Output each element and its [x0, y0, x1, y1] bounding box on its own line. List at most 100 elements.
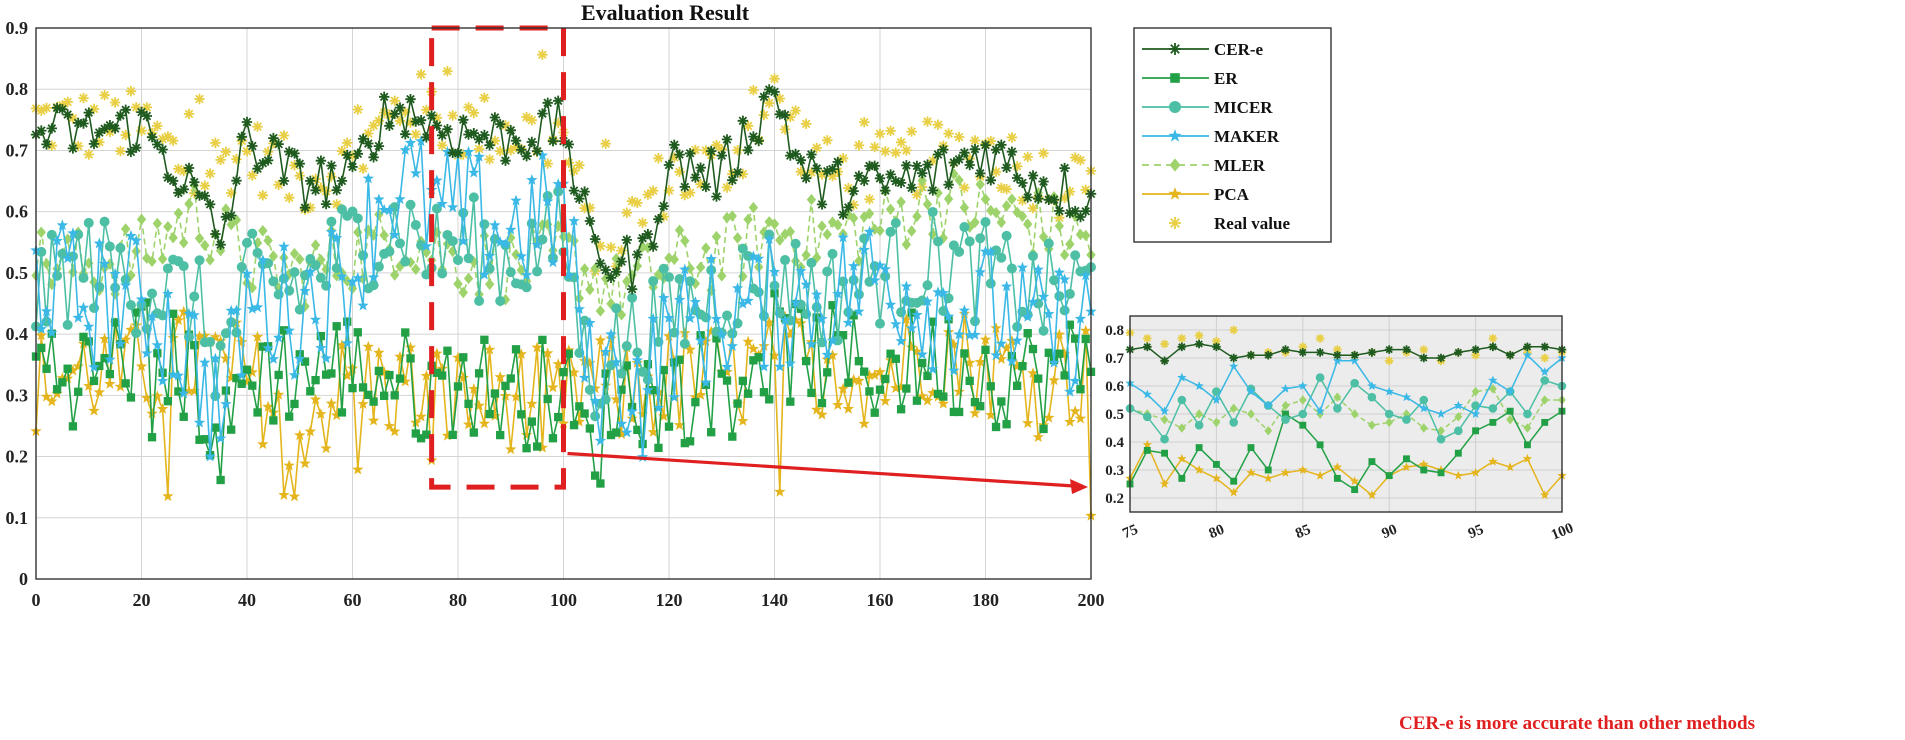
- data-point-er: [416, 434, 426, 443]
- data-point-real-value: [1471, 350, 1480, 360]
- data-point-er: [738, 376, 748, 385]
- data-point-pca: [278, 489, 290, 500]
- data-point-real-value: [684, 187, 696, 198]
- data-point-mler: [743, 213, 753, 226]
- data-point-cer-e: [616, 256, 627, 267]
- data-point-maker: [494, 236, 506, 247]
- data-point-micer: [980, 216, 991, 227]
- data-point-mler: [136, 213, 147, 226]
- data-point-micer: [358, 250, 369, 261]
- data-point-mler: [463, 272, 474, 285]
- data-point-maker: [948, 364, 960, 376]
- data-point-pca: [858, 417, 870, 429]
- data-point-pca: [93, 386, 105, 398]
- data-point-cer-e: [194, 190, 205, 201]
- data-point-mler: [901, 238, 912, 251]
- data-point-mler: [717, 270, 727, 282]
- data-point-maker: [542, 195, 554, 207]
- data-point-micer: [669, 327, 680, 338]
- data-point-real-value: [695, 179, 706, 190]
- data-point-pca: [167, 332, 179, 343]
- data-point-micer: [938, 306, 949, 317]
- data-point-mler: [1075, 228, 1086, 241]
- data-point-er: [659, 365, 668, 375]
- y-tick-label: 0: [19, 569, 28, 589]
- data-point-maker: [1016, 261, 1029, 273]
- data-point-er: [411, 429, 420, 438]
- data-point-micer: [616, 368, 627, 379]
- data-point-pca: [969, 407, 981, 419]
- data-point-er: [237, 379, 246, 388]
- data-point-real-value: [394, 115, 406, 126]
- data-point-pca: [1032, 431, 1044, 442]
- data-point-er: [543, 394, 552, 404]
- data-point-pca: [763, 316, 775, 328]
- data-point-er: [1044, 348, 1053, 357]
- data-point-cer-e: [526, 136, 537, 148]
- data-point-maker: [1384, 386, 1394, 396]
- data-point-cer-e: [257, 158, 268, 169]
- data-point-maker: [146, 310, 158, 322]
- data-point-mler: [321, 263, 331, 276]
- data-point-real-value: [342, 137, 353, 149]
- data-point-mler: [310, 239, 321, 251]
- data-point-er: [559, 368, 568, 377]
- data-point-pca: [125, 323, 137, 335]
- data-point-mler: [991, 206, 1001, 219]
- data-point-micer: [521, 282, 532, 293]
- data-point-pca: [742, 335, 754, 347]
- data-point-maker: [621, 426, 633, 438]
- data-point-maker: [346, 276, 359, 287]
- data-point-real-value: [284, 192, 295, 203]
- annotation-text: CER-e is more accurate than other method…: [1399, 713, 1755, 734]
- data-point-maker: [842, 316, 854, 328]
- data-point-mler: [769, 218, 780, 230]
- data-point-real-value: [568, 165, 580, 176]
- data-point-cer-e: [252, 163, 263, 174]
- data-point-maker: [162, 287, 174, 299]
- data-point-real-value: [837, 153, 849, 164]
- data-point-micer: [242, 237, 252, 248]
- data-point-er: [1316, 441, 1324, 449]
- data-point-maker: [241, 267, 253, 279]
- data-point-cer-e: [1540, 342, 1549, 352]
- data-point-mler: [875, 224, 885, 237]
- data-point-cer-e: [1246, 350, 1256, 360]
- data-point-er: [63, 364, 72, 373]
- data-point-pca: [1168, 187, 1182, 200]
- data-point-er: [680, 438, 689, 448]
- legend-label: MLER: [1214, 156, 1266, 175]
- data-point-er: [633, 425, 642, 435]
- data-point-cer-e: [589, 234, 601, 245]
- data-point-micer: [1142, 412, 1152, 422]
- data-point-er: [100, 354, 109, 363]
- y-tick-label: 0.7: [6, 140, 29, 160]
- data-point-cer-e: [373, 140, 385, 152]
- data-point-er: [327, 369, 336, 378]
- data-point-er: [976, 402, 985, 411]
- data-point-real-value: [109, 97, 121, 108]
- data-point-real-value: [653, 153, 664, 164]
- data-point-real-value: [537, 49, 548, 60]
- data-point-real-value: [811, 142, 822, 153]
- data-point-pca: [1022, 417, 1034, 428]
- data-point-maker: [658, 292, 670, 303]
- data-point-maker: [536, 149, 549, 161]
- data-point-maker: [436, 198, 448, 209]
- data-point-pca: [510, 390, 522, 402]
- data-point-pca: [589, 382, 601, 394]
- data-point-cer-e: [442, 124, 453, 135]
- data-point-pca: [626, 412, 638, 424]
- data-point-cer-e: [853, 170, 865, 181]
- data-point-er: [1368, 458, 1376, 466]
- data-point-pca: [610, 393, 622, 405]
- inset-y-tick-label: 0.5: [1105, 407, 1124, 423]
- data-point-pca: [1229, 487, 1239, 497]
- data-point-pca: [172, 314, 185, 326]
- data-point-pca: [1315, 470, 1325, 480]
- data-point-mler: [569, 235, 579, 247]
- data-point-pca: [795, 317, 807, 329]
- data-point-er: [522, 444, 531, 453]
- data-point-mler: [885, 203, 896, 215]
- data-point-er: [364, 390, 373, 399]
